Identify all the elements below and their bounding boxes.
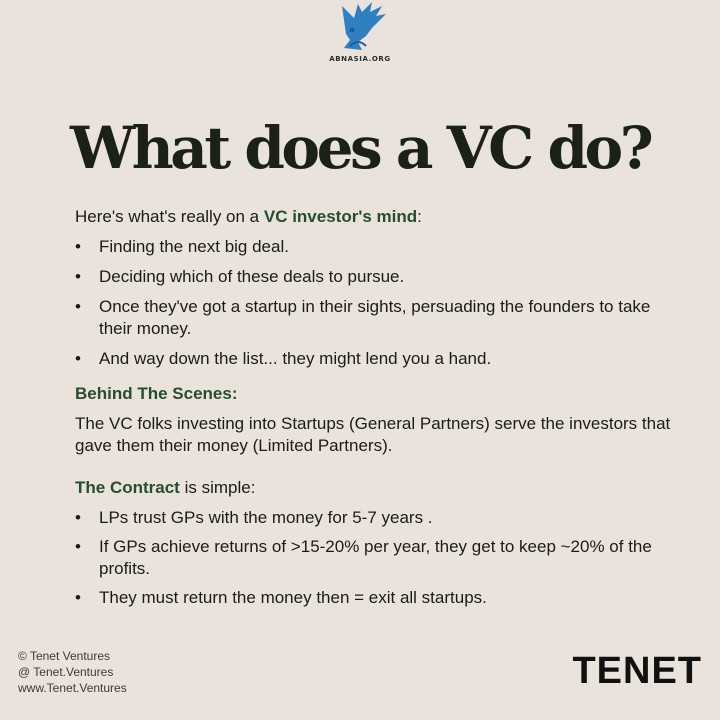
footer-handle: @ Tenet.Ventures [18, 665, 114, 679]
contract-highlight: The Contract [75, 478, 180, 497]
behind-scenes-text: The VC folks investing into Startups (Ge… [75, 414, 671, 455]
list-item: They must return the money then = exit a… [75, 587, 675, 609]
intro-line: Here's what's really on a VC investor's … [75, 206, 675, 228]
list-item: LPs trust GPs with the money for 5-7 yea… [75, 507, 675, 529]
list-item: Deciding which of these deals to pursue. [75, 266, 675, 288]
list-item: Once they've got a startup in their sigh… [75, 296, 675, 340]
footer-website: www.Tenet.Ventures [18, 681, 127, 695]
contract-line: The Contract is simple: [75, 477, 675, 499]
list-item: Finding the next big deal. [75, 236, 675, 258]
vc-mind-list: Finding the next big deal. Deciding whic… [75, 236, 675, 370]
page-title: What does a VC do? [70, 114, 654, 182]
footer-credits: © Tenet Ventures @ Tenet.Ventures www.Te… [18, 648, 127, 696]
list-item: And way down the list... they might lend… [75, 348, 675, 370]
blue-bird-logo-icon [342, 2, 386, 50]
logo: ABNASIA.ORG [318, 0, 402, 68]
list-item: If GPs achieve returns of >15-20% per ye… [75, 536, 675, 580]
contract-list: LPs trust GPs with the money for 5-7 yea… [75, 507, 675, 609]
intro-prefix: Here's what's really on a [75, 207, 264, 226]
footer-copyright: © Tenet Ventures [18, 649, 111, 663]
contract-suffix: is simple: [179, 478, 256, 497]
behind-scenes-heading: Behind The Scenes: [75, 384, 238, 403]
main-content: Here's what's really on a VC investor's … [75, 206, 675, 616]
intro-highlight: VC investor's mind [263, 207, 418, 226]
logo-text: ABNASIA.ORG [329, 55, 391, 63]
brand-logo: TENET [572, 650, 702, 692]
intro-suffix: : [417, 207, 422, 226]
